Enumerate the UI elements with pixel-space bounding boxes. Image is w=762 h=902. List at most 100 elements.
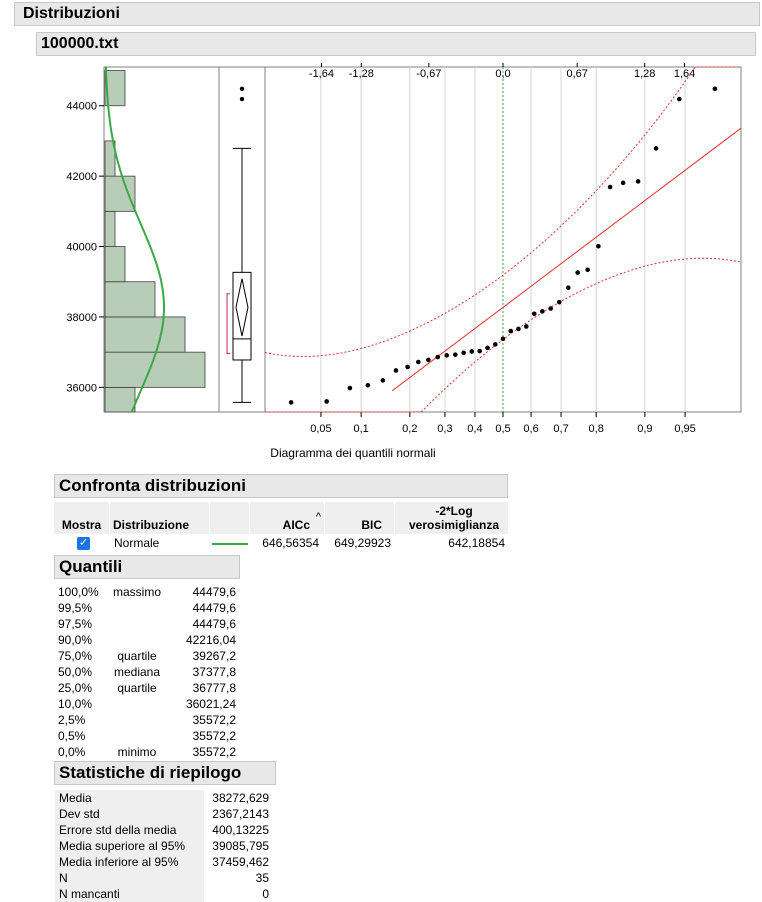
qq-point xyxy=(461,350,466,356)
compare-col-loglik[interactable]: -2*Log verosimiglianza xyxy=(395,502,509,534)
quantile-row: 50,0% mediana 37377,8 xyxy=(58,664,240,680)
interquartile-box xyxy=(232,271,252,361)
qq-point xyxy=(523,324,529,329)
quantile-row: 90,0% 42216,04 xyxy=(58,632,240,648)
quantile-value: 44479,6 xyxy=(192,601,236,615)
quantile-value: 37377,8 xyxy=(192,665,236,679)
distributions-title: Distribuzioni xyxy=(23,5,120,22)
quantile-pct: 0,5% xyxy=(58,729,86,743)
distributions-header[interactable]: Distribuzioni xyxy=(14,2,760,26)
sort-ascending-icon: ^ xyxy=(315,511,321,523)
summary-value: 400,13225 xyxy=(212,823,269,837)
summary-label: Errore std della media xyxy=(55,822,204,838)
quantile-row: 97,5% 44479,6 xyxy=(58,616,240,632)
quantile-pct: 97,5% xyxy=(58,617,93,631)
file-title: 100000.txt xyxy=(41,35,119,52)
qq-point xyxy=(469,349,475,354)
summary-row: Media 38272,629 xyxy=(55,790,273,806)
compare-col-line xyxy=(210,502,250,534)
qq-bottom-tick-label: 0,9 xyxy=(637,423,652,435)
qq-point xyxy=(492,342,498,347)
y-tick-label: 42000 xyxy=(66,171,97,183)
qq-bottom-tick-label: 0,5 xyxy=(495,423,510,435)
quantile-value: 36777,8 xyxy=(192,681,236,695)
summary-label: Media inferiore al 95% xyxy=(55,854,204,870)
histogram-bar xyxy=(104,70,126,107)
qq-point xyxy=(596,243,601,249)
loglik-value: 642,18854 xyxy=(448,536,505,550)
summary-label: N xyxy=(55,870,204,886)
qq-reference-line xyxy=(392,127,742,392)
show-normal-checkbox[interactable]: ✓ xyxy=(77,537,90,550)
outlier-point xyxy=(239,96,245,102)
qq-point xyxy=(585,267,590,273)
qq-point xyxy=(565,285,571,291)
compare-col-show[interactable]: Mostra xyxy=(54,502,110,534)
y-tick-label: 44000 xyxy=(66,101,97,113)
qq-top-tick-label: 0,0 xyxy=(495,68,510,80)
quantiles-title: Quantili xyxy=(59,557,123,576)
qq-bottom-tick-label: 0,3 xyxy=(437,423,452,435)
qq-bottom-tick-label: 0,2 xyxy=(402,423,417,435)
file-header[interactable]: 100000.txt xyxy=(36,32,756,56)
compare-col-bic[interactable]: BIC xyxy=(325,502,395,534)
qq-top-tick-label: -1,64 xyxy=(309,68,334,80)
qq-point xyxy=(405,364,410,370)
quantile-row: 0,0% minimo 35572,2 xyxy=(58,744,240,760)
summary-label: Dev std xyxy=(55,806,204,822)
quantiles-header[interactable]: Quantili xyxy=(54,555,240,579)
quantile-value: 44479,6 xyxy=(192,617,236,631)
qq-top-tick-label: -0,67 xyxy=(416,68,441,80)
histogram-bar xyxy=(104,246,126,283)
summary-label: N mancanti xyxy=(55,886,204,902)
quantile-label: quartile xyxy=(117,681,157,695)
quantile-row: 100,0% massimo 44479,6 xyxy=(58,584,240,600)
compare-header[interactable]: Confronta distribuzioni xyxy=(54,474,508,498)
y-tick-label: 40000 xyxy=(66,242,97,254)
summary-value: 35 xyxy=(255,871,269,885)
qq-point xyxy=(485,345,490,351)
qq-point xyxy=(712,86,718,92)
quantile-value: 35572,2 xyxy=(192,745,236,759)
normal-fit-curve xyxy=(104,66,165,413)
compare-title: Confronta distribuzioni xyxy=(59,476,246,495)
qq-point xyxy=(531,311,537,317)
summary-value: 37459,462 xyxy=(212,855,269,869)
summary-value: 0 xyxy=(262,887,269,901)
qq-point xyxy=(393,368,399,373)
histogram-bar xyxy=(104,140,116,177)
qq-bottom-tick-label: 0,95 xyxy=(674,423,695,435)
qq-point xyxy=(500,336,506,342)
summary-value: 38272,629 xyxy=(212,791,269,805)
qq-point xyxy=(620,180,626,186)
quantile-pct: 99,5% xyxy=(58,601,93,615)
qq-point xyxy=(477,348,483,354)
summary-label: Media xyxy=(55,790,204,806)
distribution-plot: 36000 38000 40000 42000 44000 0,05 0,1 0,2 0,3 0… xyxy=(66,63,742,435)
qq-point xyxy=(453,352,458,357)
summary-header[interactable]: Statistiche di riepilogo xyxy=(54,761,276,785)
bic-value: 649,29923 xyxy=(334,536,391,550)
summary-title: Statistiche di riepilogo xyxy=(59,763,242,782)
qq-point xyxy=(677,96,682,102)
histogram-bar xyxy=(104,281,156,318)
distribution-name: Normale xyxy=(114,536,160,550)
quantile-row: 10,0% 36021,24 xyxy=(58,696,240,712)
quantile-row: 0,5% 35572,2 xyxy=(58,728,240,744)
quantile-pct: 90,0% xyxy=(58,633,93,647)
qq-point xyxy=(347,385,353,391)
quantile-row: 25,0% quartile 36777,8 xyxy=(58,680,240,696)
qq-point xyxy=(435,354,441,360)
quantile-pct: 100,0% xyxy=(58,585,99,599)
compare-col-distribution[interactable]: Distribuzione xyxy=(110,502,210,534)
summary-label: Media superiore al 95% xyxy=(55,838,204,854)
compare-col-aicc[interactable]: AICc ^ xyxy=(250,502,325,534)
distribution-line-swatch xyxy=(212,543,248,545)
qq-point xyxy=(416,359,421,365)
quantile-label: massimo xyxy=(112,585,161,599)
summary-value: 39085,795 xyxy=(212,839,269,853)
quantile-pct: 0,0% xyxy=(58,745,86,759)
summary-row: Media inferiore al 95% 37459,462 xyxy=(55,854,273,870)
quantile-value: 36021,24 xyxy=(185,697,236,711)
summary-row: Media superiore al 95% 39085,795 xyxy=(55,838,273,854)
